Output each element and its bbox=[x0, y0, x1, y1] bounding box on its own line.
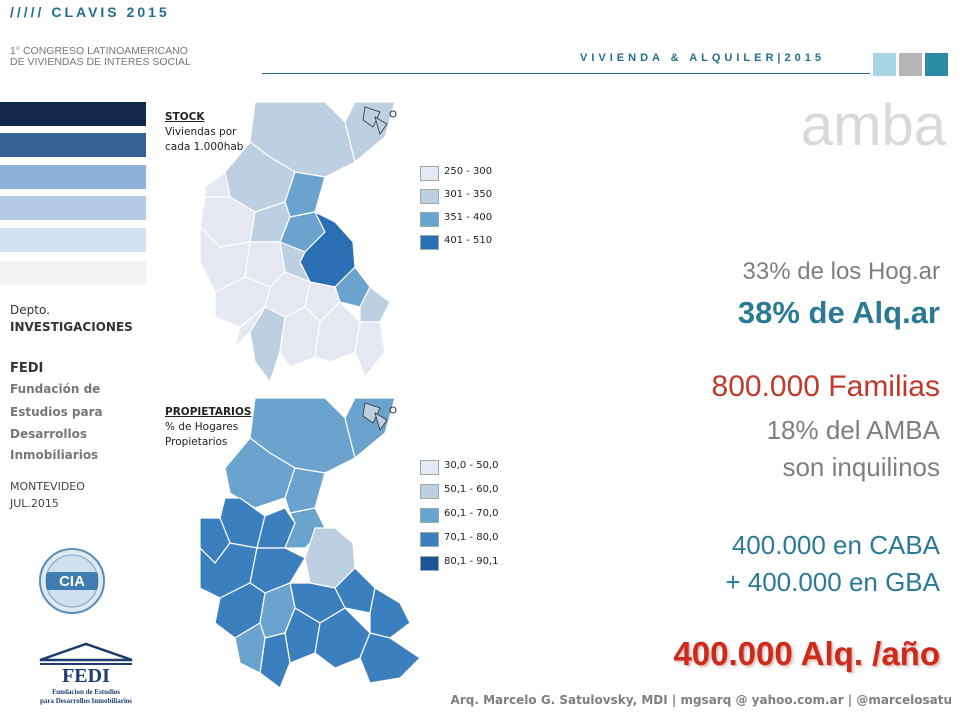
prop-legend-label-5: 80,1 - 90,1 bbox=[444, 556, 499, 567]
prop-legend-label-3: 60,1 - 70,0 bbox=[444, 508, 499, 519]
prop-legend-swatch-1 bbox=[420, 460, 439, 475]
brand-subtitle-line2: DE VIVIENDAS DE INTERES SOCIAL bbox=[10, 56, 191, 68]
prop-legend-label-1: 30,0 - 50,0 bbox=[444, 460, 499, 471]
fedi-logo-text: FEDI bbox=[62, 665, 110, 687]
stock-map bbox=[195, 101, 410, 392]
stock-map-label: STOCK Viviendas por cada 1.000hab. bbox=[165, 110, 247, 155]
stock-legend-label-1: 250 - 300 bbox=[444, 166, 493, 177]
header-divider bbox=[262, 73, 870, 74]
brand-title: ///// CLAVIS 2015 bbox=[10, 4, 170, 20]
stat-alquiler: 38% de Alq.ar bbox=[737, 295, 940, 330]
prop-legend-swatch-3 bbox=[420, 508, 439, 523]
dept-label: Depto. bbox=[10, 303, 50, 317]
prop-legend-swatch-2 bbox=[420, 484, 439, 499]
stat-inquilinos: son inquilinos bbox=[782, 452, 940, 482]
cia-logo: CIA bbox=[38, 547, 106, 615]
city: MONTEVIDEO bbox=[10, 480, 85, 493]
fedi-logo-sub2: para Desarrollos Inmobiliarios bbox=[40, 697, 132, 705]
stock-map-desc-1: Viviendas por bbox=[165, 126, 237, 138]
stock-legend-swatch-4 bbox=[420, 235, 439, 250]
stock-legend-label-3: 351 - 400 bbox=[444, 212, 493, 223]
stock-map-title: STOCK bbox=[165, 111, 205, 123]
sidebar-bar-2 bbox=[0, 133, 146, 157]
prop-legend-swatch-4 bbox=[420, 532, 439, 547]
stat-caba: 400.000 en CABA bbox=[731, 530, 940, 560]
date: JUL.2015 bbox=[10, 497, 59, 510]
prop-legend-label-2: 50,1 - 60,0 bbox=[444, 484, 499, 495]
fedi-logo-sub1: Fundacion de Estudios bbox=[52, 688, 120, 696]
org-line-2: Estudios para bbox=[10, 405, 103, 419]
prop-map-label: PROPIETARIOS % de Hogares Propietarios bbox=[165, 405, 251, 450]
stock-map-desc-2: cada 1.000hab. bbox=[165, 141, 247, 153]
header-square-1 bbox=[873, 53, 896, 76]
fedi-logo: FEDI Fundacion de Estudios para Desarrol… bbox=[30, 642, 142, 708]
sidebar-bar-1 bbox=[0, 102, 146, 126]
prop-map bbox=[195, 397, 435, 689]
header-square-3 bbox=[925, 53, 948, 76]
stock-legend-label-4: 401 - 510 bbox=[444, 235, 493, 246]
sidebar-bar-5 bbox=[0, 228, 146, 252]
sidebar-bar-3 bbox=[0, 165, 146, 189]
stat-familias: 800.000 Familias bbox=[711, 370, 940, 403]
sidebar-bar-4 bbox=[0, 196, 146, 220]
org-abbr: FEDI bbox=[10, 361, 44, 376]
stock-legend-label-2: 301 - 350 bbox=[444, 189, 493, 200]
prop-legend-swatch-5 bbox=[420, 556, 439, 571]
sidebar-bar-6 bbox=[0, 261, 146, 285]
region-title: amba bbox=[800, 93, 946, 158]
stock-legend-swatch-3 bbox=[420, 212, 439, 227]
brand-subtitle-line1: 1° CONGRESO LATINOAMERICANO bbox=[10, 45, 188, 57]
brand-subtitle: 1° CONGRESO LATINOAMERICANO DE VIVIENDAS… bbox=[10, 46, 270, 68]
org-line-1: Fundación de bbox=[10, 382, 101, 396]
stock-legend-swatch-2 bbox=[420, 189, 439, 204]
stat-hogares: 33% de los Hog.ar bbox=[742, 258, 940, 285]
stat-amba-pct: 18% del AMBA bbox=[766, 415, 940, 445]
stock-legend-swatch-1 bbox=[420, 166, 439, 181]
cia-logo-text: CIA bbox=[59, 573, 85, 590]
prop-map-title: PROPIETARIOS bbox=[165, 406, 252, 418]
stat-gba: + 400.000 en GBA bbox=[725, 567, 940, 597]
header-square-2 bbox=[899, 53, 922, 76]
footer-credits: Arq. Marcelo G. Satulovsky, MDI | mgsarq… bbox=[450, 693, 952, 707]
prop-map-desc-1: % de Hogares bbox=[165, 421, 239, 433]
stat-alq-anio: 400.000 Alq. /año bbox=[673, 635, 940, 672]
prop-legend-label-4: 70,1 - 80,0 bbox=[444, 532, 499, 543]
dept-name: INVESTIGACIONES bbox=[10, 320, 133, 334]
org-line-3: Desarrollos bbox=[10, 427, 88, 441]
tagline: VIVIENDA & ALQUILER|2015 bbox=[580, 52, 825, 64]
org-line-4: Inmobiliarios bbox=[10, 448, 99, 462]
prop-map-desc-2: Propietarios bbox=[165, 436, 228, 448]
